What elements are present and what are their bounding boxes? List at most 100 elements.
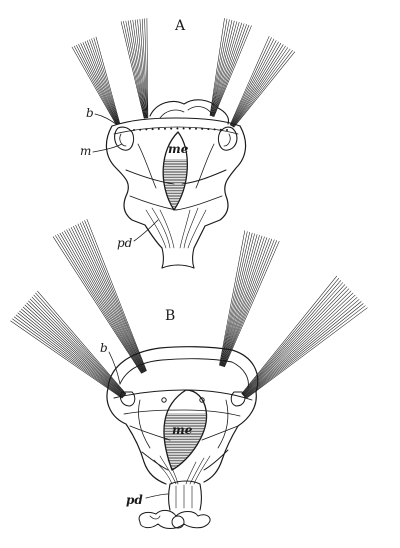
rim-dot [157, 127, 160, 130]
rim-dot [182, 127, 185, 130]
bristle [76, 44, 118, 125]
bristle [89, 39, 120, 124]
rim-dot [176, 127, 179, 130]
bristle [213, 24, 247, 117]
bristle [210, 20, 233, 116]
bristle [146, 18, 149, 119]
figure-b-bristle-tufts [10, 219, 368, 399]
bristle [21, 308, 124, 397]
bristle [229, 35, 270, 126]
bristle [31, 296, 126, 395]
bristle [82, 42, 119, 125]
figure-a-tuft-3 [209, 18, 252, 117]
bristle [13, 316, 123, 398]
bristle [222, 236, 265, 367]
bristle [66, 229, 144, 373]
bristle [220, 233, 255, 366]
figure-a-median-element [162, 131, 188, 211]
bristle [242, 282, 344, 395]
rim-dot [226, 129, 228, 131]
bristle [64, 230, 144, 373]
bristle [73, 45, 117, 125]
bristle [82, 221, 147, 372]
bristle [87, 40, 119, 125]
bristle [77, 223, 146, 372]
rim-dot [195, 127, 197, 130]
bristle [221, 235, 263, 367]
bristle [223, 238, 273, 367]
bristle [241, 275, 337, 394]
bristle [28, 300, 125, 396]
figure-b: B [10, 219, 368, 529]
bristle [245, 301, 362, 398]
bristle [120, 21, 145, 119]
figure-b-tuft-3 [219, 230, 280, 368]
bristle [22, 306, 125, 397]
figure-a-bristle-tufts [71, 18, 296, 128]
bristle [243, 290, 352, 397]
bristle [219, 231, 248, 366]
bristle [244, 299, 360, 398]
bristle [209, 18, 225, 116]
figure-a-tuft-2 [120, 18, 149, 119]
bristle [19, 310, 124, 397]
rim-dot [151, 128, 154, 131]
figure-b-title: B [165, 308, 175, 324]
bristle [221, 234, 258, 367]
figure-a-label-me: me [168, 142, 189, 156]
rim-dot [188, 127, 191, 130]
bristle [211, 22, 240, 117]
bristle [232, 47, 289, 127]
bristle [24, 304, 125, 397]
bristle [230, 37, 272, 126]
figure-a-title: A [174, 18, 186, 34]
bristle [242, 280, 342, 395]
bristle [68, 228, 145, 373]
bristle [233, 50, 293, 128]
bristle [55, 235, 143, 374]
bristle [17, 312, 124, 398]
bristle [29, 298, 126, 396]
bristle [210, 18, 228, 116]
rim-dot [139, 128, 142, 131]
figure-b-labels: b me pd [100, 341, 193, 507]
figure-a-labels: b m me pd [80, 106, 189, 250]
figure-a-tuft-1 [71, 36, 121, 125]
figure-a-head-outline [105, 99, 247, 269]
bristle [212, 22, 242, 117]
bristle [232, 48, 291, 127]
bristle [213, 25, 252, 117]
bristle [243, 288, 350, 396]
bristle [220, 232, 253, 366]
bristle [244, 294, 356, 397]
bristle [223, 240, 277, 367]
bristle [210, 19, 230, 116]
bristle [130, 20, 146, 119]
bristle [26, 302, 125, 396]
bristle [243, 292, 354, 397]
rim-dot [164, 127, 166, 130]
bristle [95, 36, 121, 124]
bristle [211, 20, 235, 117]
bristle [80, 43, 118, 125]
bristle [144, 18, 148, 119]
bristle [71, 46, 117, 125]
figure-b-label-b: b [100, 341, 108, 355]
figure-a-dotted-row [133, 127, 228, 131]
bristle [244, 297, 358, 398]
bristle [132, 19, 147, 119]
bristle [221, 234, 260, 367]
figure-a-label-b: b [86, 106, 94, 120]
bristle [232, 45, 286, 127]
bristle [134, 19, 147, 119]
figure-b-label-pd: pd [126, 493, 143, 507]
bristle [141, 18, 148, 119]
bristle [246, 307, 368, 399]
bristle [219, 230, 246, 366]
bristle [222, 237, 268, 367]
bristle [78, 44, 118, 125]
bristle [231, 41, 279, 126]
figure-a-label-pd: pd [117, 236, 133, 250]
bristle [84, 220, 147, 372]
